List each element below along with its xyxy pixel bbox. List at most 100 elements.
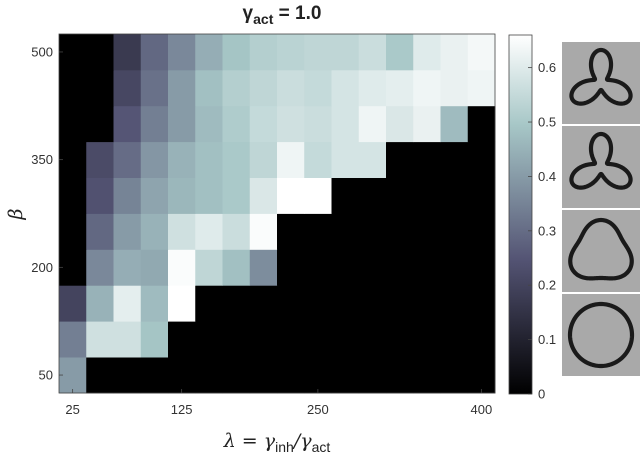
heatmap-cell [113,321,142,358]
heatmap-cell [331,321,360,358]
heatmap-cell [413,285,441,322]
heatmap-cell [222,69,251,107]
heatmap-cell [358,105,387,143]
heatmap-cell [140,105,169,143]
heatmap-cell [358,213,387,250]
heatmap-cell [113,213,142,250]
heatmap-cell [140,285,169,322]
heatmap-cell [304,249,332,286]
heatmap-cell [358,34,387,71]
x-tick-label: 400 [471,402,493,417]
heatmap-cell [222,285,251,322]
heatmap-cell [467,105,496,143]
heatmap-cell [331,285,360,322]
heatmap-cell [277,357,305,394]
heatmap-cell [277,177,305,214]
heatmap-cell [195,177,223,214]
heatmap-cell [168,321,196,358]
y-tick-label: 500 [31,44,53,59]
heatmap-cell [140,69,169,107]
heatmap-cell [358,285,387,322]
heatmap-cell [440,177,469,214]
heatmap-cell [140,34,169,71]
y-tick-label: 350 [31,152,53,167]
x-tick-label: 25 [65,402,79,417]
heatmap-cell [386,34,414,71]
heatmap-cell [386,321,414,358]
heatmap-cell [86,34,114,71]
heatmap-cell [358,141,387,178]
heatmap-cell [168,105,196,143]
heatmap-cell [413,177,441,214]
heatmap-cell [195,321,223,358]
heatmap-cell [413,34,441,71]
heatmap-cell [440,141,469,178]
heatmap-cell [440,357,469,394]
heatmap-cell [113,69,142,107]
heatmap-cell [168,34,196,71]
heatmap-cell [86,105,114,143]
heatmap-cell [249,69,278,107]
heatmap-cells [59,34,496,394]
heatmap-cell [331,105,360,143]
heatmap-cell [168,69,196,107]
colorbar-tick-label: 0.6 [538,60,556,75]
heatmap-cell [358,249,387,286]
heatmap-cell [222,141,251,178]
shape-image-circle [562,294,640,376]
heatmap-cell [195,213,223,250]
heatmap-cell [331,69,360,107]
heatmap-cell [386,213,414,250]
heatmap-cell [440,321,469,358]
heatmap-cell [440,249,469,286]
heatmap-cell [386,357,414,394]
x-axis-label: λ = γinh/γact [223,430,331,455]
heatmap-cell [358,357,387,394]
heatmap-cell [168,285,196,322]
heatmap-cell [249,177,278,214]
heatmap-cell [277,321,305,358]
heatmap-cell [168,357,196,394]
heatmap-cell [249,285,278,322]
heatmap-cell [113,34,142,71]
shape-images [562,42,640,376]
heatmap-cell [86,321,114,358]
heatmap-cell [86,357,114,394]
heatmap-cell [331,34,360,71]
heatmap-cell [467,213,496,250]
heatmap-cell [140,177,169,214]
heatmap-cell [222,177,251,214]
heatmap-cell [59,141,87,178]
heatmap-cell [277,141,305,178]
heatmap-cell [304,357,332,394]
heatmap-cell [386,69,414,107]
heatmap-cell [86,213,114,250]
colorbar-ticks: 0 0.1 0.2 0.3 0.4 0.5 0.6 [528,60,556,402]
colorbar-tick-label: 0 [538,387,545,402]
heatmap-cell [168,213,196,250]
heatmap-cell [413,213,441,250]
heatmap-cell [413,105,441,143]
heatmap-cell [386,177,414,214]
heatmap-cell [59,105,87,143]
shape-image-three-lobed-star [562,126,640,208]
plot-frame [58,33,496,394]
heatmap-cell [440,285,469,322]
heatmap-cell [331,213,360,250]
heatmap-cell [195,34,223,71]
heatmap-cell [222,321,251,358]
heatmap-cell [222,357,251,394]
heatmap-cell [413,249,441,286]
heatmap-cell [304,34,332,71]
heatmap-cell [113,285,142,322]
heatmap-cell [249,34,278,71]
heatmap-cell [222,213,251,250]
heatmap-cell [86,69,114,107]
heatmap-cell [113,249,142,286]
heatmap-cell [59,321,87,358]
heatmap-cell [277,285,305,322]
chart-title: γact = 1.0 [243,3,322,27]
heatmap-cell [467,357,496,394]
heatmap-cell [304,69,332,107]
